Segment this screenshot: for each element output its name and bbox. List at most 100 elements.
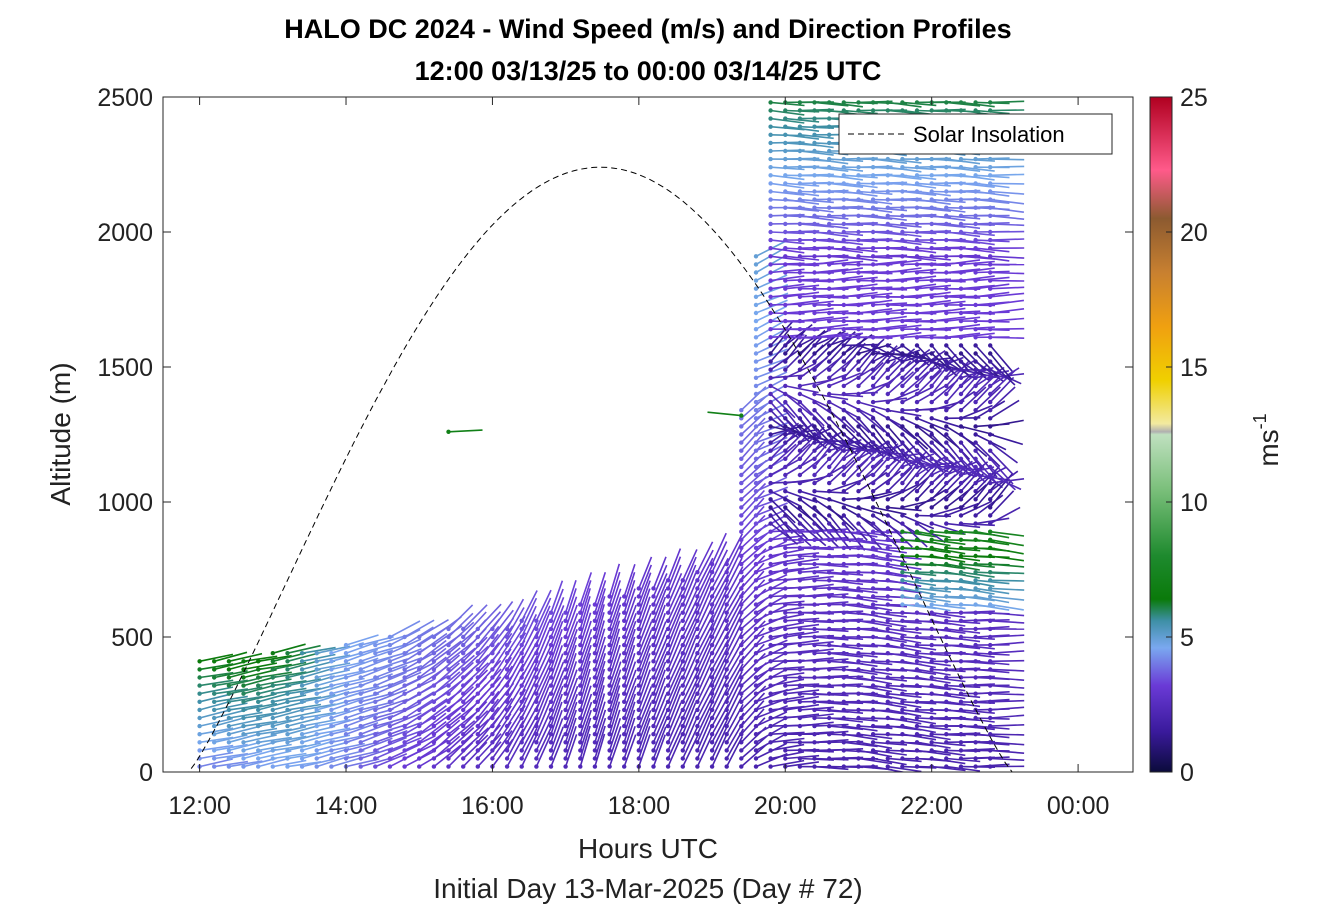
wind-barb-point [797,642,803,648]
wind-barb-point [958,537,964,542]
wind-barb [784,514,810,541]
wind-barb-point [285,691,290,696]
wind-barb [887,158,922,164]
wind-barb [931,223,966,228]
wind-barb-point [988,189,993,194]
wind-barb-point [973,651,978,656]
wind-barb-point [387,715,393,721]
wind-barb [931,442,956,468]
wind-barb-point [914,156,920,162]
wind-barb [462,636,488,662]
wind-barb [535,710,552,743]
wind-barb [214,734,248,744]
wind-barb [345,731,379,744]
wind-barb [316,682,350,695]
wind-barb-point [695,626,700,632]
wind-barb [785,575,820,582]
wind-barb-point [783,132,788,137]
wind-barb [975,276,1010,282]
wind-barb [535,719,552,751]
wind-barb-point [636,748,641,753]
wind-barb-point [504,707,510,713]
wind-barb [272,744,307,752]
wind-barb-point [827,456,832,461]
wind-barb [887,709,922,717]
wind-barb [243,693,277,703]
wind-barb-point [841,318,846,324]
wind-barb-point [885,310,890,316]
wind-barb-point [753,626,759,632]
wind-barb [916,587,951,593]
wind-barb-point [739,424,744,429]
wind-barb-point [651,594,656,599]
wind-barb [682,678,699,711]
wind-barb-point [783,286,788,291]
wind-barb [770,613,805,622]
wind-barb [652,702,668,735]
wind-barb-point [856,432,861,437]
wind-barb [447,621,475,646]
wind-barb-point [958,651,964,656]
wind-barb [916,749,951,756]
wind-barb-point [929,399,934,405]
wind-barb-point [592,764,598,769]
wind-barb-point [665,642,671,648]
wind-barb-point [622,699,627,704]
wind-barb [316,690,350,703]
wind-barb [814,166,849,172]
wind-barb-point [856,286,861,291]
wind-barb-point [783,213,788,218]
wind-barb [989,376,1015,403]
wind-barb-point [709,561,715,567]
wind-barb [331,677,365,687]
wind-barb-point [343,642,349,648]
wind-barb-point [973,529,978,534]
wind-barb-point [548,618,554,623]
wind-barb [902,275,937,282]
wind-barb-point [885,707,890,713]
wind-barb-point [768,351,773,356]
wind-barb-point [504,756,510,761]
wind-barb [770,255,805,262]
wind-barb-point [285,740,290,745]
wind-barb-point [885,367,890,372]
wind-barb-point [622,691,627,696]
wind-barb-point [973,699,978,704]
wind-barb-point [490,667,495,672]
wind-barb [594,644,607,678]
wind-barb [243,720,278,727]
wind-barb-point [856,262,861,267]
wind-barb-point [797,286,803,291]
wind-barb-point [929,189,934,194]
wind-barb [990,595,1025,601]
wind-barb-point [314,732,319,737]
wind-barb [579,620,592,654]
wind-barb-point [944,351,949,356]
wind-barb-point [870,343,876,348]
x-tick-label: 14:00 [315,792,378,820]
wind-barb [828,459,855,484]
wind-barb-point [929,181,934,186]
wind-barb-point [870,723,876,729]
wind-barb-point [548,748,554,753]
wind-barb-point [709,732,715,737]
wind-barb [462,669,489,695]
wind-barb [535,727,552,759]
wind-barb-point [563,691,568,696]
wind-barb-point [768,618,773,623]
wind-barb-point [958,432,964,437]
wind-barb-point [285,683,290,688]
wind-barb-point [929,723,934,729]
wind-barb-point [768,723,773,729]
wind-barb-point [241,748,246,753]
wind-barb-point [563,756,568,761]
wind-barb-point [753,480,759,486]
wind-barb-point [783,318,788,324]
wind-barb [535,654,552,686]
wind-barb-point [299,756,305,761]
wind-barb-point [929,165,934,170]
wind-barb-point [753,262,759,267]
wind-barb-point [870,278,876,283]
wind-barb-point [856,659,861,664]
wind-barb-point [753,456,759,461]
